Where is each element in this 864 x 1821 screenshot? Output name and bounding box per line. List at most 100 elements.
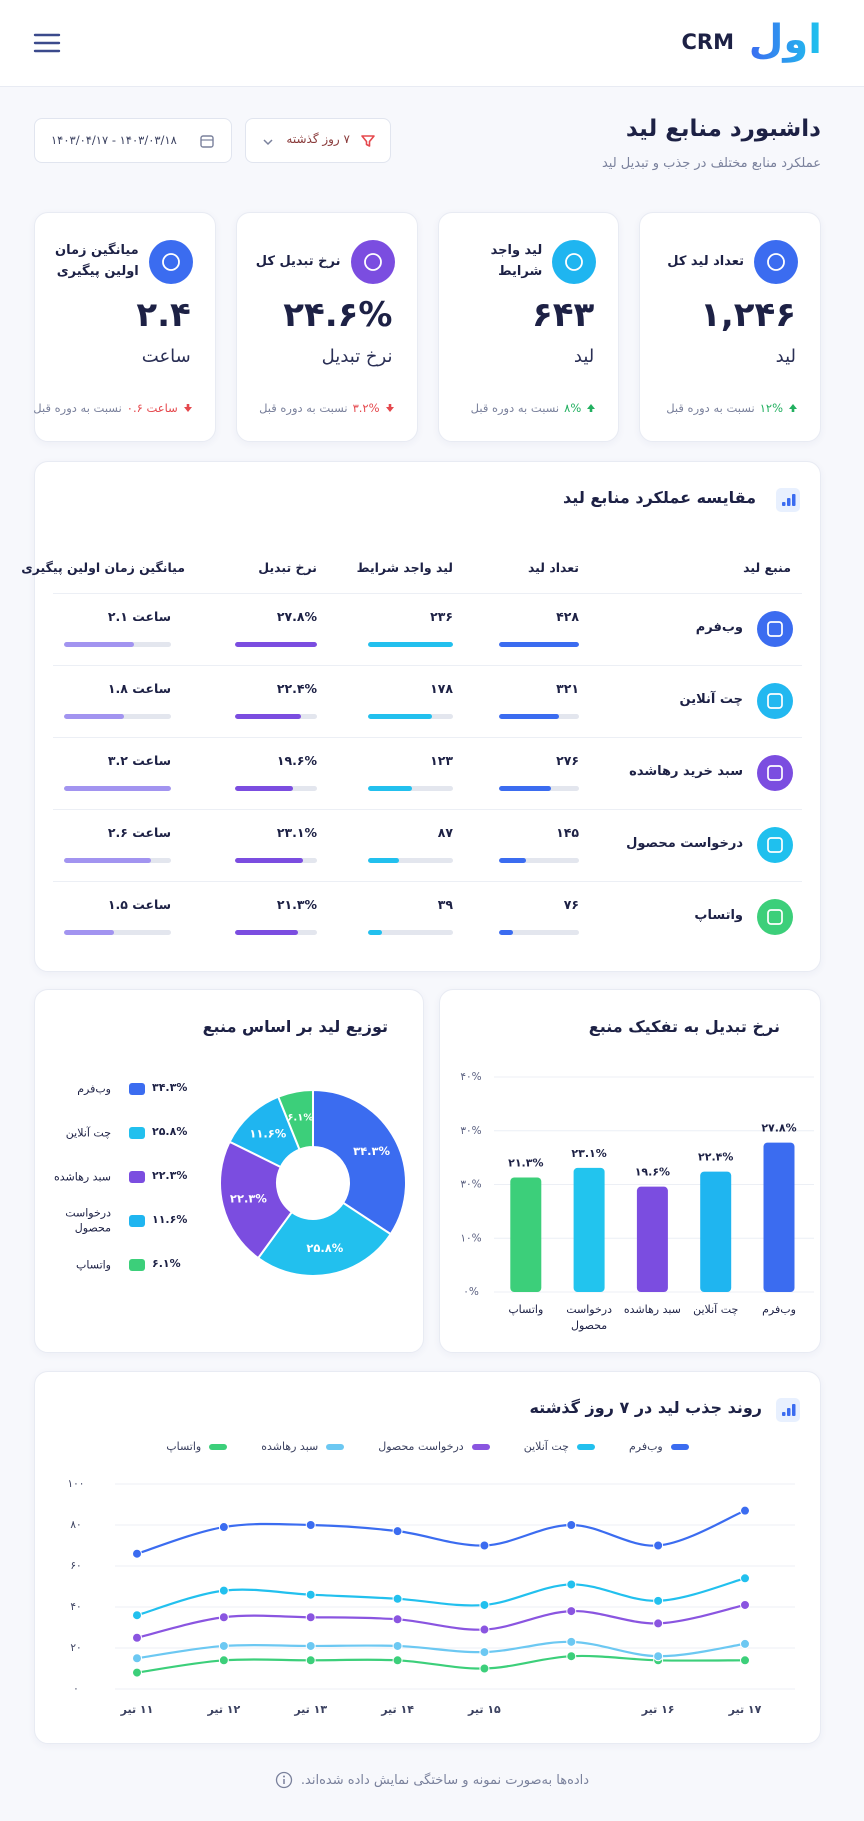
cell-value: ۳۲۱ [556, 681, 579, 696]
line-point [392, 1526, 403, 1537]
chart-title: نرخ تبدیل به تفکیک منبع [588, 1017, 780, 1036]
row-divider [53, 665, 802, 666]
kpi-title: لید واجد شرایط [490, 243, 543, 279]
legend-value: ۶.۱% [152, 1257, 181, 1270]
cell-value: ۱۷۸ [430, 681, 453, 696]
legend-name: درخواست محصول [65, 1206, 111, 1235]
slice-label: ۳۴.۳% [353, 1144, 390, 1158]
kpi-card: نرخ تبدیل کل ۲۴.۶% نرخ تبدیل ۳.۲% نسبت به دو… [235, 212, 418, 442]
cell-value: ۲۳۶ [430, 609, 453, 624]
x-tick-label: ۱۷ تیر [728, 1703, 762, 1716]
pie-slice [256, 1201, 393, 1277]
line-point [566, 1651, 577, 1662]
line-point [218, 1640, 229, 1651]
line-point [479, 1599, 490, 1610]
bar-track [235, 642, 317, 647]
line-point [566, 1606, 577, 1617]
filter-button[interactable]: ۷ روز گذشته [245, 118, 391, 163]
date-picker[interactable]: ۱۴۰۳/۰۴/۱۷ - ۱۴۰۳/۰۳/۱۸ [34, 118, 232, 163]
legend-swatch [129, 1083, 145, 1095]
y-tick-label: ۰% [463, 1286, 479, 1298]
x-tick-label: ۱۵ تیر [467, 1703, 501, 1716]
kpi-value: ۲۴.۶% [283, 295, 393, 335]
pie-slice [312, 1088, 407, 1236]
bar-fill [499, 858, 527, 863]
x-tick-label: ۱۱ تیر [120, 1703, 154, 1716]
legend-name: سبد رهاشده [53, 1170, 111, 1184]
source-name: وب‌فرم [695, 620, 743, 635]
trend-arrow [587, 404, 596, 412]
column-header: میانگین زمان اولین پیگیری [21, 560, 185, 575]
bar-track [499, 642, 579, 647]
cell-value: ۲۲.۴% [276, 681, 317, 696]
icon-bar [787, 1408, 791, 1416]
bar-track [64, 786, 171, 791]
bar-track [235, 714, 317, 719]
legend-swatch [129, 1127, 145, 1139]
swatch [209, 1443, 228, 1450]
y-tick-label: ۱۰۰ [68, 1478, 85, 1490]
x-tick-label: وب‌فرم [762, 1303, 796, 1316]
kpi-unit: نرخ تبدیل [321, 346, 393, 367]
bar-fill [368, 714, 433, 719]
row-divider [53, 809, 802, 810]
bar-fill [235, 930, 298, 935]
bar [636, 1186, 668, 1292]
slice-label: ۲۵.۸% [306, 1241, 343, 1255]
chart-svg: ۰ ۲۰ ۴۰ ۶۰ ۸۰ ۱۰۰ ۱۱ تیر ۱۲ تیر ۱۳ تیر ۱۴ تیر ۱۵ ت… [68, 1478, 795, 1716]
x-tick-label: واتساپ [508, 1303, 544, 1316]
legend-swatch [576, 1443, 595, 1450]
kpi-value: ۲.۴ [136, 295, 191, 335]
trend-arrow [183, 404, 192, 412]
line-point [653, 1618, 664, 1629]
bar-fill [499, 786, 551, 791]
kpi-title: میانگین زمان اولین پیگیری [55, 243, 139, 279]
bar-value-label: ۱۹.۶% [635, 1166, 670, 1179]
bar-chart-card: نرخ تبدیل به تفکیک منبع ۰% ۱۰% ۳۰% ۳۰% ۴۰% ۲۷.… [439, 989, 821, 1353]
legend-value: ۱۱.۶% [152, 1213, 188, 1226]
x-tick-label: ۱۶ تیر [641, 1703, 675, 1716]
icon-bar [792, 494, 796, 506]
line-point [566, 1636, 577, 1647]
pie-chart-card: توزیع لید بر اساس منبع ۳۴.۳% ۲۵.۸% ۲۲.۳% ۱۱.… [34, 989, 424, 1353]
swatch [129, 1171, 145, 1183]
x-tick-label: درخواست محصول [566, 1303, 612, 1332]
table-title: مقایسه عملکرد منابع لید [563, 488, 756, 507]
y-tick-label: ۸۰ [70, 1519, 81, 1531]
cell-value: ۸۷ [437, 825, 453, 840]
bar-fill [64, 714, 125, 719]
kpi-title: تعداد لید کل [667, 253, 744, 269]
bar-track [499, 714, 579, 719]
line [136, 1509, 746, 1555]
legend-swatch [670, 1443, 689, 1450]
line-point [392, 1614, 403, 1625]
change-note: نسبت به دوره قبل [33, 401, 122, 415]
chart-title: روند جذب لید در ۷ روز گذشته [529, 1398, 762, 1417]
cell-value: ۲.۱ ساعت [107, 609, 171, 624]
cell-value: ۲۷۶ [556, 753, 579, 768]
swatch [129, 1215, 145, 1227]
menu-button[interactable] [33, 31, 61, 55]
icon-bar [792, 1404, 796, 1416]
bar-track [499, 858, 579, 863]
line-point [392, 1655, 403, 1666]
bar-value-label: ۲۱.۳% [508, 1157, 543, 1170]
swatch [576, 1443, 595, 1450]
bar-track [368, 642, 453, 647]
icon-circle [757, 683, 793, 719]
legend-value: ۲۵.۸% [152, 1125, 188, 1138]
legend-item: درخواست محصول [378, 1440, 490, 1453]
header-divider [53, 593, 802, 594]
bar-fill [499, 714, 559, 719]
trend-arrow [385, 404, 394, 412]
kpi-icon [148, 240, 193, 284]
legend-item: وب‌فرم [629, 1440, 689, 1453]
legend-name: چت آنلاین [65, 1126, 111, 1140]
line-chart-card: روند جذب لید در ۷ روز گذشته وب‌فرم چت آنلا… [34, 1371, 821, 1744]
line [136, 1603, 746, 1639]
change-note: نسبت به دوره قبل [259, 401, 348, 415]
bar-track [368, 858, 453, 863]
column-header: نرخ تبدیل [258, 560, 317, 575]
bar-fill [64, 930, 115, 935]
bar-value-label: ۲۲.۴% [698, 1151, 733, 1164]
